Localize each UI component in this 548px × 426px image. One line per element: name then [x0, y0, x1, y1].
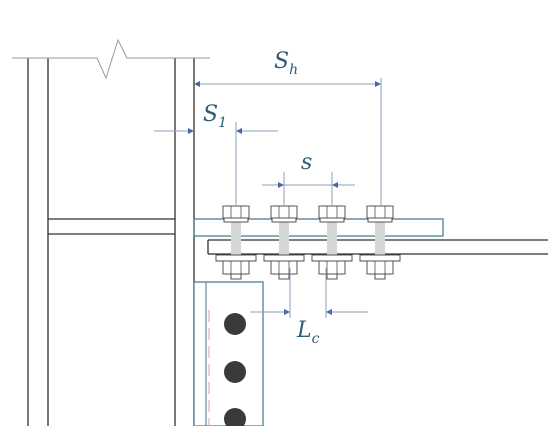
s1-label: S1 — [203, 102, 227, 131]
web-bolt-hole-1 — [224, 313, 246, 335]
dimension-sh: Sh — [194, 49, 382, 205]
break-line — [12, 38, 210, 80]
dimension-lc: Lc — [250, 268, 368, 347]
dimension-s: s — [262, 150, 355, 205]
flange-bolt-4 — [359, 205, 401, 280]
flange-bolts — [215, 205, 401, 280]
sh-label: Sh — [274, 49, 298, 78]
dimension-s1: S1 — [154, 102, 278, 205]
flange-plate — [193, 218, 444, 237]
web-bolt-hole-3 — [224, 408, 246, 426]
shear-tab-plate — [193, 281, 264, 426]
lc-label: Lc — [296, 318, 320, 347]
s-label: s — [301, 150, 312, 175]
web-bolt-hole-2 — [224, 361, 246, 383]
flange-bolt-1 — [215, 205, 257, 280]
flange-bolt-2 — [263, 205, 305, 280]
column — [27, 58, 195, 426]
flange-bolt-3 — [311, 205, 353, 280]
